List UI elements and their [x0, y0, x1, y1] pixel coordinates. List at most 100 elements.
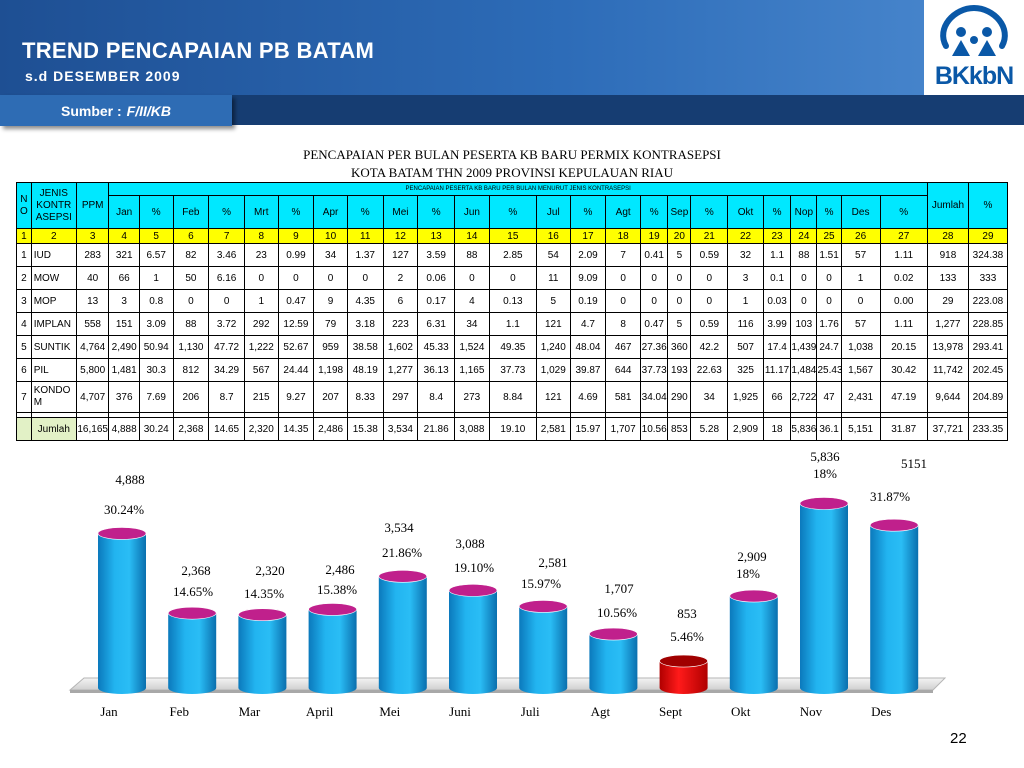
table-cell: 1,439 [790, 335, 818, 359]
data-percent-label: 14.35% [244, 586, 284, 601]
table-cell: 0 [208, 289, 245, 313]
table-cell: 0.06 [417, 266, 456, 290]
bar-body [870, 525, 919, 694]
column-number-cell: 20 [667, 228, 692, 244]
table-cell: 11,742 [926, 358, 969, 382]
total-cell: 2,909 [727, 417, 764, 441]
table-cell: 0 [667, 266, 692, 290]
row-number-cell: 3 [16, 289, 32, 313]
total-label-cell: Jumlah [30, 417, 77, 441]
chart-bar-juli [518, 600, 568, 694]
table-cell: 0.47 [277, 289, 315, 313]
contraceptive-name-cell: SUNTIK [30, 335, 77, 359]
table-row: 1 IUD 283 321 6.57 82 3.46 23 0.99 34 1.37 127 3.59 8… [16, 243, 1009, 267]
column-number-row: 1 2 3 4 5 6 7 8 9 10 11 12 13 14 15 16 17 18 19 20 21 22 23 24 2… [16, 228, 1009, 244]
table-cell: 47.72 [208, 335, 245, 359]
source-value: F/II/KB [126, 102, 172, 119]
data-value-label: 853 [677, 606, 697, 621]
header-no: N O [16, 182, 32, 229]
total-cell: 5.28 [690, 417, 729, 441]
bar-cap [659, 654, 708, 668]
table-cell: 5,800 [75, 358, 110, 382]
month-header-row: Jan% Feb% Mrt% Apr% Mei% Jun% Jul% Agt% Sep% Okt%… [17, 195, 1008, 229]
header-bar: TREND PENCAPAIAN PB BATAM s.d DESEMBER 2… [0, 0, 1024, 95]
table-cell: 0 [605, 266, 641, 290]
table-cell: 25.43 [816, 358, 842, 382]
table-cell: 23 [243, 243, 279, 267]
bar-body [729, 596, 778, 694]
table-cell: 1,165 [454, 358, 490, 382]
bar-cap [869, 518, 919, 532]
table-cell: 1,481 [108, 358, 140, 382]
table-cell: 1 [727, 289, 764, 313]
total-cell: 2,581 [536, 417, 571, 441]
table-cell: 0 [816, 266, 842, 290]
x-tick-label: Okt [731, 704, 751, 719]
column-number-cell: 3 [75, 228, 110, 244]
x-tick-label: Mar [239, 704, 261, 719]
total-cell: 4,888 [108, 417, 140, 441]
month-header-cell: Mei [382, 195, 419, 229]
total-cell: 3,088 [454, 417, 490, 441]
x-tick-label: Jan [100, 704, 118, 719]
data-percent-label: 30.24% [104, 502, 144, 517]
column-number-cell: 9 [277, 228, 315, 244]
total-cell: 18 [762, 417, 792, 441]
total-row: Jumlah 16,165 4,888 30.24 2,368 14.65 2,320 14.… [16, 417, 1009, 441]
table-cell: 204.89 [967, 381, 1009, 413]
table-cell: 0.1 [762, 266, 792, 290]
table-cell: 959 [313, 335, 348, 359]
x-tick-label: Juni [449, 704, 471, 719]
column-number-cell: 26 [840, 228, 881, 244]
data-percent-label: 21.86% [382, 545, 422, 560]
table-cell: 3.09 [138, 312, 174, 336]
month-header-cell: Jul [536, 195, 571, 229]
table-cell: 0 [639, 289, 669, 313]
bar-body [308, 609, 357, 694]
column-number-cell: 25 [816, 228, 842, 244]
table-cell: 206 [172, 381, 210, 413]
table-cell: 34 [690, 381, 729, 413]
month-header-cell: Feb [172, 195, 210, 229]
total-cell: 5,836 [790, 417, 818, 441]
chart-bar-jan [97, 527, 147, 694]
table-cell: 5 [667, 312, 692, 336]
table-cell: 0 [639, 266, 669, 290]
table-cell: 133 [926, 266, 969, 290]
table-cell: 9,644 [926, 381, 969, 413]
total-cell: 19.10 [488, 417, 538, 441]
bar-body [659, 661, 708, 694]
table-cell: 121 [536, 381, 571, 413]
table-cell: 1.37 [346, 243, 384, 267]
chart-bar-agt [589, 627, 638, 694]
page-subtitle: s.d DESEMBER 2009 [25, 68, 181, 84]
bar-cap [518, 600, 568, 613]
bkkbn-logo: BKkbN [924, 0, 1024, 95]
column-number-cell: 5 [138, 228, 174, 244]
column-number-cell: 21 [690, 228, 729, 244]
table-cell: 1,198 [313, 358, 348, 382]
table-cell: 39.87 [569, 358, 607, 382]
chart-bar-des [869, 518, 919, 694]
month-header-cell: % [816, 195, 842, 229]
table-subtitle: KOTA BATAM THN 2009 PROVINSI KEPULAUAN R… [351, 165, 673, 180]
total-cell: 2,320 [243, 417, 279, 441]
row-number-cell: 4 [16, 312, 32, 336]
table-cell: 0 [790, 289, 818, 313]
column-number-cell: 1 [16, 228, 32, 244]
table-cell: 50.94 [138, 335, 174, 359]
table-cell: 1,925 [727, 381, 764, 413]
table-cell: 273 [454, 381, 490, 413]
table-cell: 30.3 [138, 358, 174, 382]
table-cell: 292 [243, 312, 279, 336]
table-cell: 290 [667, 381, 692, 413]
bar-body [519, 606, 568, 694]
table-cell: 223 [382, 312, 419, 336]
table-cell: 223.08 [967, 289, 1009, 313]
table-cell: 3.99 [762, 312, 792, 336]
table-cell: 9 [313, 289, 348, 313]
month-header-cell: % [277, 195, 315, 229]
data-percent-label: 14.65% [173, 584, 213, 599]
header-jumlah: Jumlah [926, 182, 969, 229]
data-percent-label: 15.38% [317, 582, 357, 597]
